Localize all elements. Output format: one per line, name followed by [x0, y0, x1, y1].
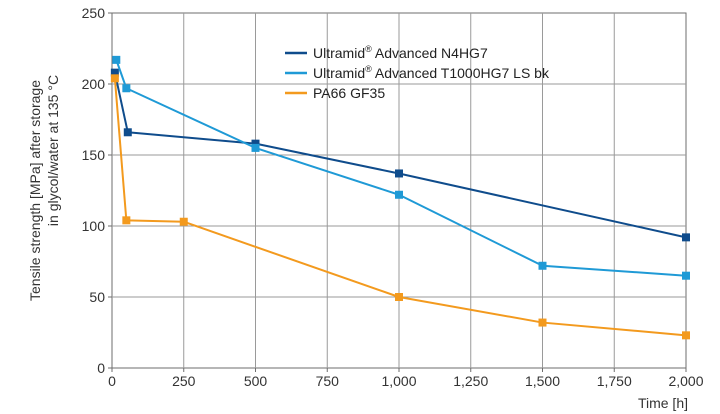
data-point: [538, 318, 547, 327]
x-tick-label: 750: [316, 373, 340, 389]
series-3: [110, 74, 690, 340]
data-point: [682, 331, 690, 340]
legend-label: Ultramid® Advanced N4HG7: [313, 44, 488, 61]
series-line: [113, 78, 687, 337]
legend-item-2: Ultramid® Advanced T1000HG7 LS bk: [285, 64, 550, 81]
data-point: [395, 169, 403, 178]
data-point: [179, 217, 188, 226]
data-point: [538, 261, 547, 270]
data-point: [112, 55, 121, 64]
data-point: [123, 128, 132, 137]
y-tick-label: 150: [82, 147, 106, 163]
y-tick-label: 100: [82, 218, 106, 234]
data-point: [682, 233, 690, 242]
data-point: [682, 271, 690, 280]
data-point: [122, 216, 131, 225]
data-point: [395, 293, 403, 301]
data-point: [251, 143, 260, 152]
series-line: [115, 59, 687, 277]
x-tick-label: 1,000: [381, 373, 416, 389]
x-tick-label: 1,750: [597, 373, 632, 389]
x-tick-label: 0: [108, 373, 116, 389]
y-axis-title-line2: in glycol/water at 135 °C: [45, 75, 61, 226]
series-layer: [110, 55, 690, 340]
series-1: [110, 68, 690, 242]
x-tick-label: 2,000: [668, 373, 703, 389]
data-point: [251, 139, 260, 148]
legend-item-3: PA66 GF35: [285, 85, 385, 101]
x-tick-label: 1,250: [453, 373, 488, 389]
series-2: [112, 55, 690, 280]
legend-item-1: Ultramid® Advanced N4HG7: [285, 44, 488, 61]
y-tick-label: 250: [82, 5, 106, 21]
x-tick-label: 250: [172, 373, 196, 389]
y-tick-label: 0: [97, 360, 105, 376]
x-axis-title: Time [h]: [638, 395, 688, 411]
legend-label: Ultramid® Advanced T1000HG7 LS bk: [313, 64, 550, 81]
y-tick-label: 50: [89, 289, 105, 305]
x-tick-label: 1,500: [525, 373, 560, 389]
data-point: [395, 190, 403, 199]
axes: 0 250 500 750 1,000 1,250 1,500 1,750 2,000 0 50 10…: [27, 5, 704, 411]
y-tick-label: 200: [82, 76, 106, 92]
data-point: [110, 68, 119, 77]
y-axis-title-line1: Tensile strength [MPa] after storage: [27, 80, 43, 301]
data-point: [110, 74, 119, 83]
legend: Ultramid® Advanced N4HG7 Ultramid® Advanc…: [285, 44, 550, 101]
data-point: [122, 84, 131, 93]
grid: [111, 12, 687, 369]
x-tick-label: 500: [244, 373, 268, 389]
legend-label: PA66 GF35: [313, 85, 385, 101]
